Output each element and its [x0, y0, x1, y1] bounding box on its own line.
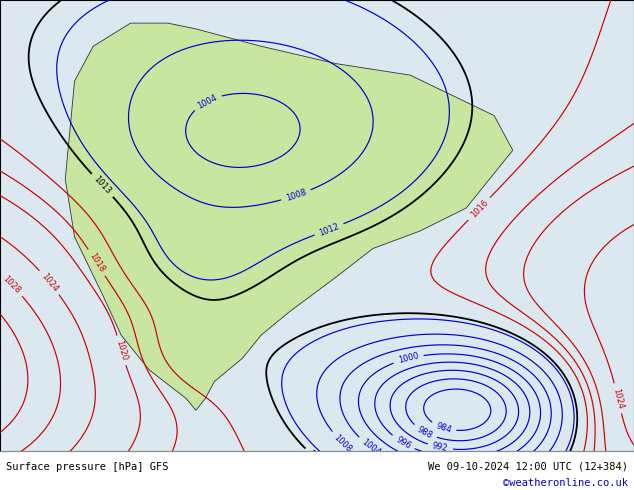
Text: We 09-10-2024 12:00 UTC (12+384): We 09-10-2024 12:00 UTC (12+384): [428, 462, 628, 472]
Text: 984: 984: [435, 421, 453, 435]
Text: 1018: 1018: [87, 251, 106, 274]
Text: 1013: 1013: [306, 449, 328, 469]
Polygon shape: [65, 23, 513, 410]
Text: 1008: 1008: [285, 188, 307, 203]
Text: 1000: 1000: [397, 352, 420, 366]
Text: 1016: 1016: [469, 198, 489, 220]
Text: 1024: 1024: [611, 387, 624, 410]
Text: 1008: 1008: [332, 433, 354, 454]
Text: 1004: 1004: [196, 93, 219, 110]
Text: 1028: 1028: [1, 274, 22, 295]
Text: 1024: 1024: [39, 271, 60, 294]
Text: 1004: 1004: [359, 438, 382, 457]
Text: 992: 992: [432, 441, 449, 453]
Text: 988: 988: [416, 424, 434, 440]
Text: 1020: 1020: [114, 339, 129, 362]
Text: 1012: 1012: [344, 468, 366, 486]
Text: 1013: 1013: [92, 174, 113, 196]
Text: 996: 996: [394, 435, 412, 451]
Text: 1012: 1012: [318, 221, 340, 237]
Text: Surface pressure [hPa] GFS: Surface pressure [hPa] GFS: [6, 462, 169, 472]
Text: ©weatheronline.co.uk: ©weatheronline.co.uk: [503, 478, 628, 488]
